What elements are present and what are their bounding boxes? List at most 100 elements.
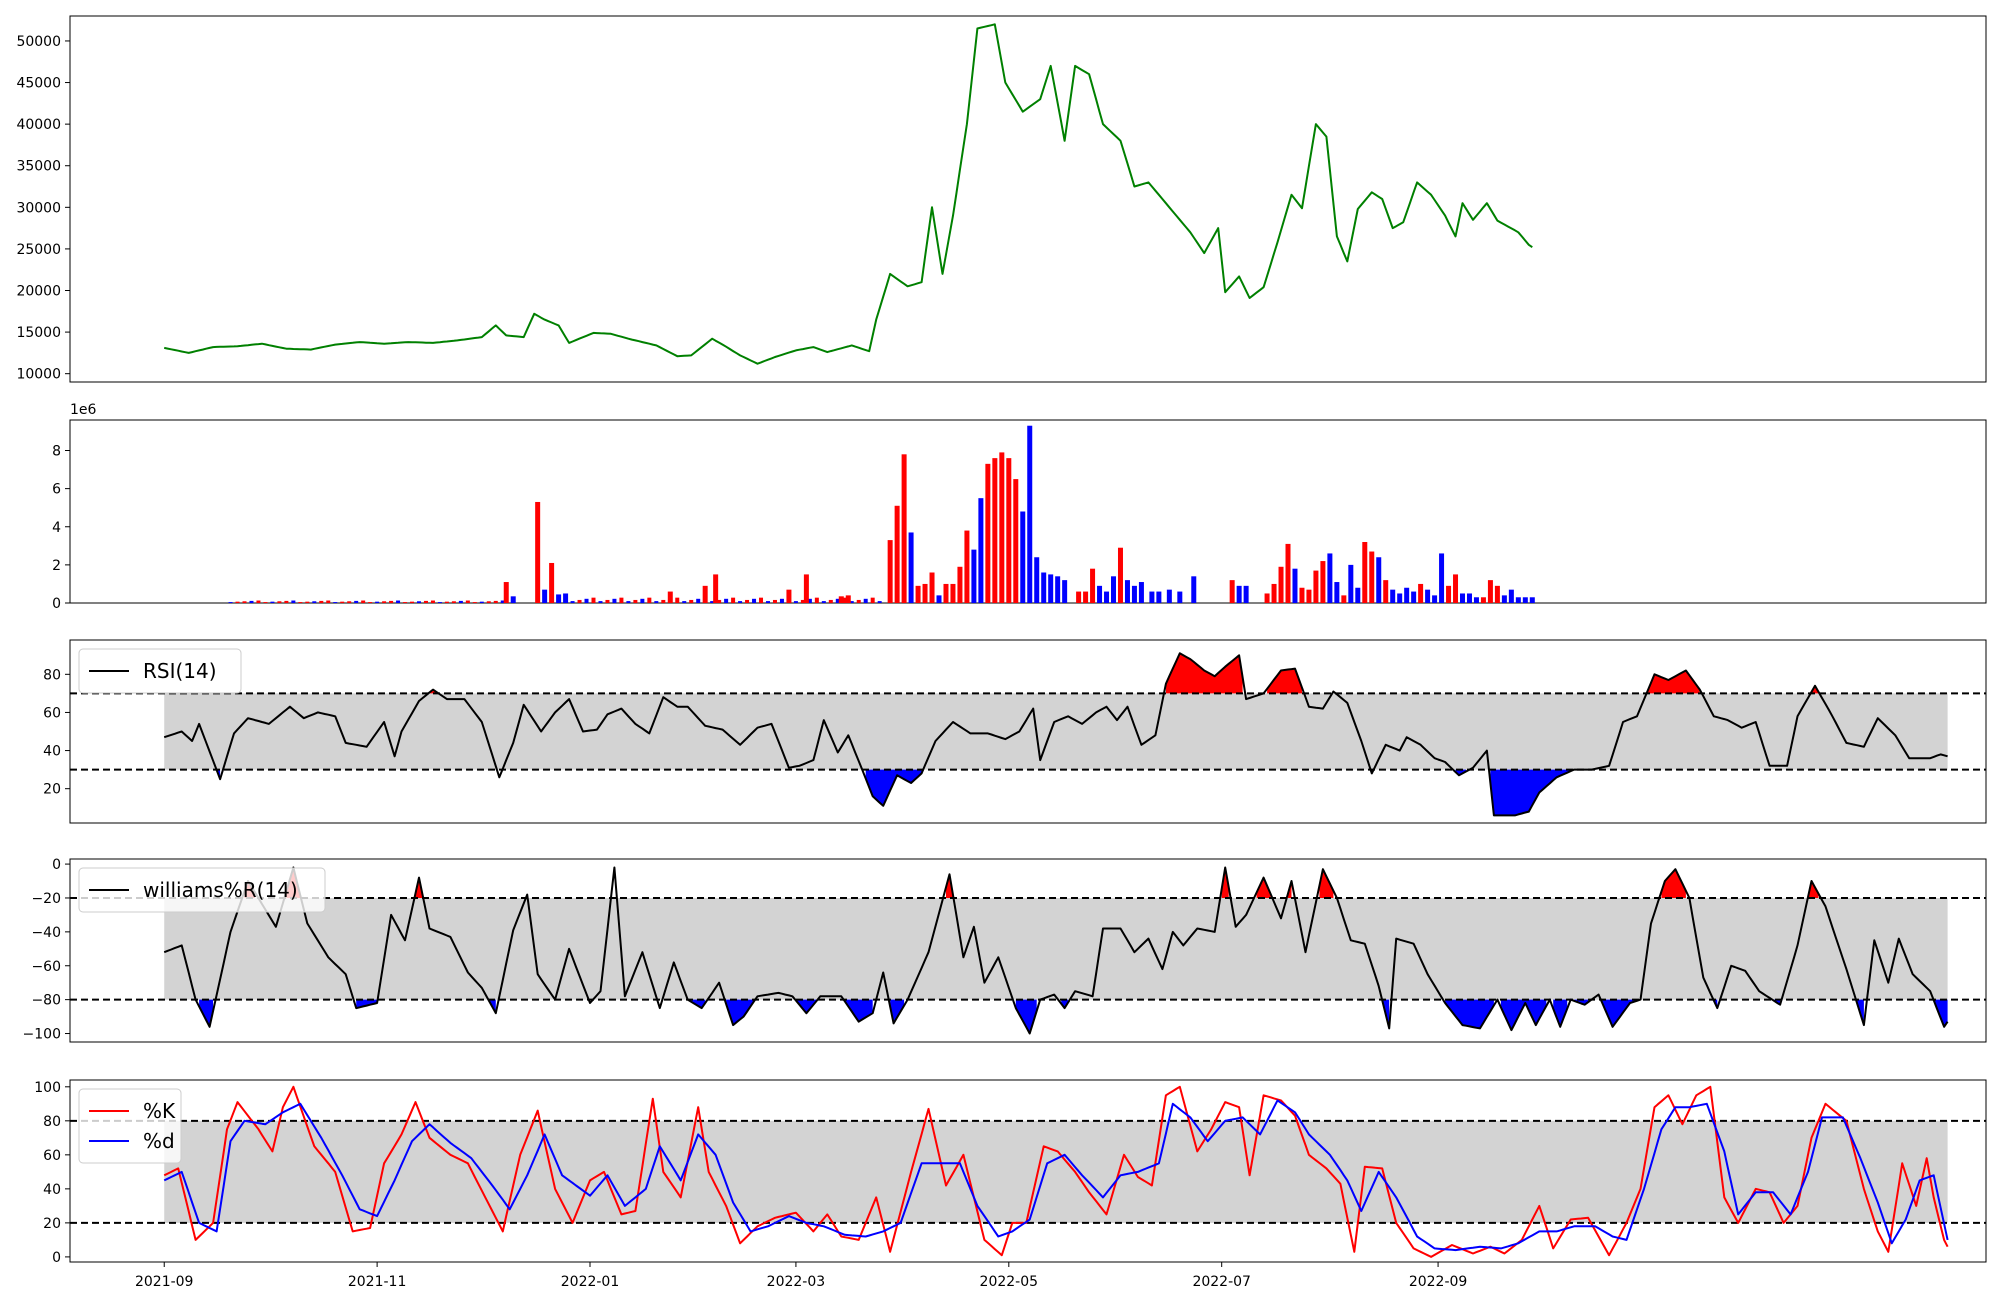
volume-bar [814,597,819,603]
volume-bar [1149,591,1155,603]
volume-bar [1048,574,1054,603]
volume-bar [1425,589,1431,603]
volume-bar [978,498,984,603]
volume-bar [894,505,900,603]
volume-bar [838,596,844,603]
y-tick-label: 45000 [16,76,61,92]
volume-bar [800,599,805,603]
y-tick-label: 20 [43,1216,61,1232]
volume-bar [1177,591,1183,603]
volume-bar [423,600,428,603]
y-tick-label: 2 [52,558,61,574]
y-tick-label: 50000 [16,34,61,50]
volume-bar [1320,561,1326,603]
volume-bar [713,574,719,603]
plot-frame [69,1079,1987,1263]
legend-label: RSI(14) [143,659,217,683]
rsi-panel: 20 40 60 80 RSI(14) [43,639,1987,824]
legend-label: williams%R(14) [143,878,298,902]
oversold-fill [865,769,922,806]
volume-bar [354,600,359,603]
volume-bar [793,601,798,603]
volume-bar [1348,564,1354,603]
volume-bar [256,600,261,603]
volume-bar [1278,566,1284,603]
volume-bar [1062,580,1068,603]
volume-bar [1460,593,1466,603]
volume-bar [661,599,666,603]
volume-bar [444,601,449,603]
volume-bar [1041,572,1047,603]
volume-bar [1529,597,1535,603]
volume-bar [1362,542,1368,603]
overbought-fill [1221,867,1229,898]
volume-bar [1292,568,1298,603]
volume-bar [228,602,233,603]
overbought-fill [1319,869,1334,898]
oversold-fill [1061,999,1069,1009]
overbought-fill [1647,670,1700,694]
volume-bar [1117,547,1123,603]
oversold-fill [199,999,214,1027]
volume-bar [759,597,764,603]
volume-bar [1404,587,1410,603]
volume-bar [765,601,770,603]
legend-box [78,1088,182,1164]
y-tick-label: 10000 [16,367,61,383]
volume-bar [270,601,275,603]
volume-bar [654,601,659,603]
plot-frame [69,858,1987,1043]
volume-panel: 0 2 4 6 8 1e6 [52,402,1987,612]
volume-bar [1369,551,1375,603]
volume-bar [1494,585,1500,603]
volume-bar [605,599,610,603]
overbought-fill [1165,653,1243,694]
volume-bar [1306,589,1312,603]
overbought-fill [1811,685,1819,694]
volume-bar [465,600,470,603]
overbought-fill [1661,869,1686,898]
y-tick-label: 15000 [16,325,61,341]
volume-bar [500,600,505,603]
volume-bar [1285,543,1291,603]
oversold-fill [1553,999,1568,1027]
volume-bar [1411,591,1417,603]
volume-bar [382,601,387,603]
volume-bar [675,597,680,603]
k-line [163,1085,1949,1258]
volume-bar [1355,587,1361,603]
volume-bar [598,601,603,603]
x-tick-label: 2022-07 [1192,1274,1251,1290]
y-tick-label: 60 [43,705,61,721]
y-tick-label: 40 [43,1182,61,1198]
volume-bar [451,601,456,603]
volume-bar [1432,595,1438,603]
volume-bar [1236,585,1242,603]
y-tick-label: 40000 [16,117,61,133]
volume-bar [1097,585,1103,603]
volume-bar [1104,591,1110,603]
volume-bar [1341,595,1347,603]
volume-bar [724,598,729,603]
volume-bar [1313,570,1319,603]
volume-bar [510,596,516,603]
volume-bar [277,601,282,603]
y-tick-label: 0 [52,1250,61,1266]
plot-frame [69,15,1987,383]
volume-bar [472,602,477,603]
volume-bar [235,601,240,603]
legend-box [78,867,326,913]
volume-bar [619,597,624,603]
volume-bar [745,599,750,603]
volume-bar [950,583,956,603]
volume-bar [375,601,380,603]
volume-bar [849,601,854,603]
y-tick-label: −20 [31,891,61,907]
overbought-fill [1267,668,1302,694]
overbought-fill [415,877,423,898]
volume-bar [1271,583,1277,603]
oversold-fill [1602,999,1637,1027]
volume-bar [1166,589,1172,603]
volume-bar [535,501,541,603]
volume-bar [828,599,833,603]
